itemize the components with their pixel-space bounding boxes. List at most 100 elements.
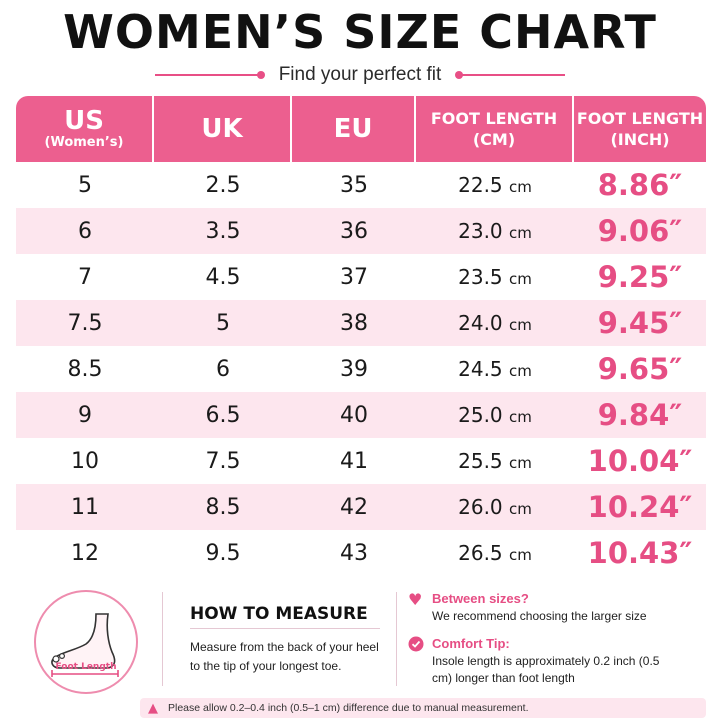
- size-table: US (Women’s) UK EU FOOT LENGTH (CM) FOOT…: [16, 96, 706, 576]
- how-to-measure-text: Measure from the back of your heel to th…: [190, 640, 379, 673]
- cell-cm-value: 23.0: [458, 219, 503, 243]
- header-foot-cm-label: FOOT LENGTH: [430, 109, 558, 128]
- how-to-measure-title: HOW TO MEASURE: [190, 604, 368, 624]
- cell-us: 8.5: [67, 356, 103, 382]
- cell-inch: 9.06″: [597, 214, 683, 248]
- comfort-tip-title: Comfort Tip:: [432, 636, 510, 651]
- section-divider: [396, 592, 397, 686]
- cell-inch: 8.86″: [597, 168, 683, 202]
- heart-icon: ♥: [408, 590, 423, 609]
- cell-cm-value: 26.0: [458, 495, 503, 519]
- cell-inch: 10.04″: [587, 444, 693, 478]
- cell-uk: 7.5: [205, 448, 241, 474]
- header-us-sub: (Women’s): [44, 135, 124, 150]
- cell-eu: 38: [340, 310, 368, 336]
- between-sizes-title: Between sizes?: [432, 591, 529, 606]
- cell-inch: 9.45″: [597, 306, 683, 340]
- cell-cm-unit: cm: [509, 408, 532, 426]
- cell-cm: 26.5 cm: [416, 541, 574, 565]
- header-uk-label: UK: [201, 114, 243, 144]
- cell-uk: 6.5: [205, 402, 241, 428]
- cell-us: 7: [78, 264, 92, 290]
- footer-text: Please allow 0.2–0.4 inch (0.5–1 cm) dif…: [168, 702, 529, 714]
- table-row: 6 3.5 36 23.0 cm 9.06″: [16, 208, 706, 254]
- section-divider: [162, 592, 163, 686]
- cell-cm-value: 22.5: [458, 173, 503, 197]
- cell-inch: 10.24″: [587, 490, 693, 524]
- cell-cm-value: 25.5: [458, 449, 503, 473]
- cell-uk: 5: [216, 310, 230, 336]
- table-row: 5 2.5 35 22.5 cm 8.86″: [16, 162, 706, 208]
- cell-eu: 40: [340, 402, 368, 428]
- header-eu-label: EU: [333, 114, 373, 144]
- comfort-tip-text: Insole length is approximately 0.2 inch …: [432, 654, 660, 685]
- cell-cm: 23.0 cm: [416, 219, 574, 243]
- cell-uk: 9.5: [205, 540, 241, 566]
- foot-length-label: Foot Length: [55, 662, 117, 672]
- table-row: 12 9.5 43 26.5 cm 10.43″: [16, 530, 706, 576]
- table-row: 7.5 5 38 24.0 cm 9.45″: [16, 300, 706, 346]
- warning-icon: ▲: [148, 700, 158, 716]
- cell-us: 6: [78, 218, 92, 244]
- cell-inch: 9.65″: [597, 352, 683, 386]
- cell-cm-unit: cm: [509, 454, 532, 472]
- cell-cm: 25.0 cm: [416, 403, 574, 427]
- cell-inch: 9.25″: [597, 260, 683, 294]
- cell-eu: 41: [340, 448, 368, 474]
- cell-us: 10: [71, 448, 99, 474]
- cell-uk: 8.5: [205, 494, 241, 520]
- header-us-label: US: [64, 106, 104, 136]
- cell-cm: 25.5 cm: [416, 449, 574, 473]
- cell-eu: 39: [340, 356, 368, 382]
- info-section: Foot Length HOW TO MEASURE Measure from …: [0, 584, 720, 694]
- cell-cm-unit: cm: [509, 178, 532, 196]
- cell-us: 11: [71, 494, 99, 520]
- cell-uk: 3.5: [205, 218, 241, 244]
- header-foot-inch-sub: (INCH): [610, 130, 670, 149]
- between-sizes-text: We recommend choosing the larger size: [432, 609, 647, 623]
- subtitle-divider-left: [154, 71, 265, 79]
- cell-cm-unit: cm: [509, 362, 532, 380]
- header-foot-cm: FOOT LENGTH (CM): [416, 96, 574, 162]
- cell-inch: 9.84″: [597, 398, 683, 432]
- table-row: 7 4.5 37 23.5 cm 9.25″: [16, 254, 706, 300]
- cell-cm: 22.5 cm: [416, 173, 574, 197]
- footer-note: ▲ Please allow 0.2–0.4 inch (0.5–1 cm) d…: [140, 698, 706, 718]
- cell-cm: 24.0 cm: [416, 311, 574, 335]
- cell-cm-unit: cm: [509, 224, 532, 242]
- table-row: 10 7.5 41 25.5 cm 10.04″: [16, 438, 706, 484]
- cell-cm-unit: cm: [509, 270, 532, 288]
- header-foot-inch: FOOT LENGTH (INCH): [574, 96, 706, 162]
- cell-cm-value: 24.0: [458, 311, 503, 335]
- cell-cm-value: 23.5: [458, 265, 503, 289]
- table-row: 9 6.5 40 25.0 cm 9.84″: [16, 392, 706, 438]
- cell-us: 9: [78, 402, 92, 428]
- cell-cm-value: 26.5: [458, 541, 503, 565]
- cell-us: 7.5: [67, 310, 103, 336]
- header-foot-inch-label: FOOT LENGTH: [576, 109, 704, 128]
- cell-cm: 23.5 cm: [416, 265, 574, 289]
- cell-uk: 2.5: [205, 172, 241, 198]
- cell-cm-value: 25.0: [458, 403, 503, 427]
- cell-eu: 37: [340, 264, 368, 290]
- header-us: US (Women’s): [16, 96, 154, 162]
- table-header: US (Women’s) UK EU FOOT LENGTH (CM) FOOT…: [16, 96, 706, 162]
- cell-cm-unit: cm: [509, 316, 532, 334]
- table-row: 8.5 6 39 24.5 cm 9.65″: [16, 346, 706, 392]
- header-uk: UK: [154, 96, 292, 162]
- header-eu: EU: [292, 96, 416, 162]
- header-foot-cm-sub: (CM): [472, 130, 516, 149]
- check-icon: [408, 636, 424, 652]
- subtitle-row: Find your perfect fit: [0, 60, 720, 90]
- cell-cm: 24.5 cm: [416, 357, 574, 381]
- cell-cm-value: 24.5: [458, 357, 503, 381]
- page-title: WOMEN’S SIZE CHART: [63, 5, 657, 59]
- cell-eu: 35: [340, 172, 368, 198]
- cell-eu: 42: [340, 494, 368, 520]
- cell-eu: 43: [340, 540, 368, 566]
- cell-cm-unit: cm: [509, 500, 532, 518]
- subtitle-divider-right: [455, 71, 566, 79]
- table-row: 11 8.5 42 26.0 cm 10.24″: [16, 484, 706, 530]
- cell-uk: 4.5: [205, 264, 241, 290]
- cell-cm-unit: cm: [509, 546, 532, 564]
